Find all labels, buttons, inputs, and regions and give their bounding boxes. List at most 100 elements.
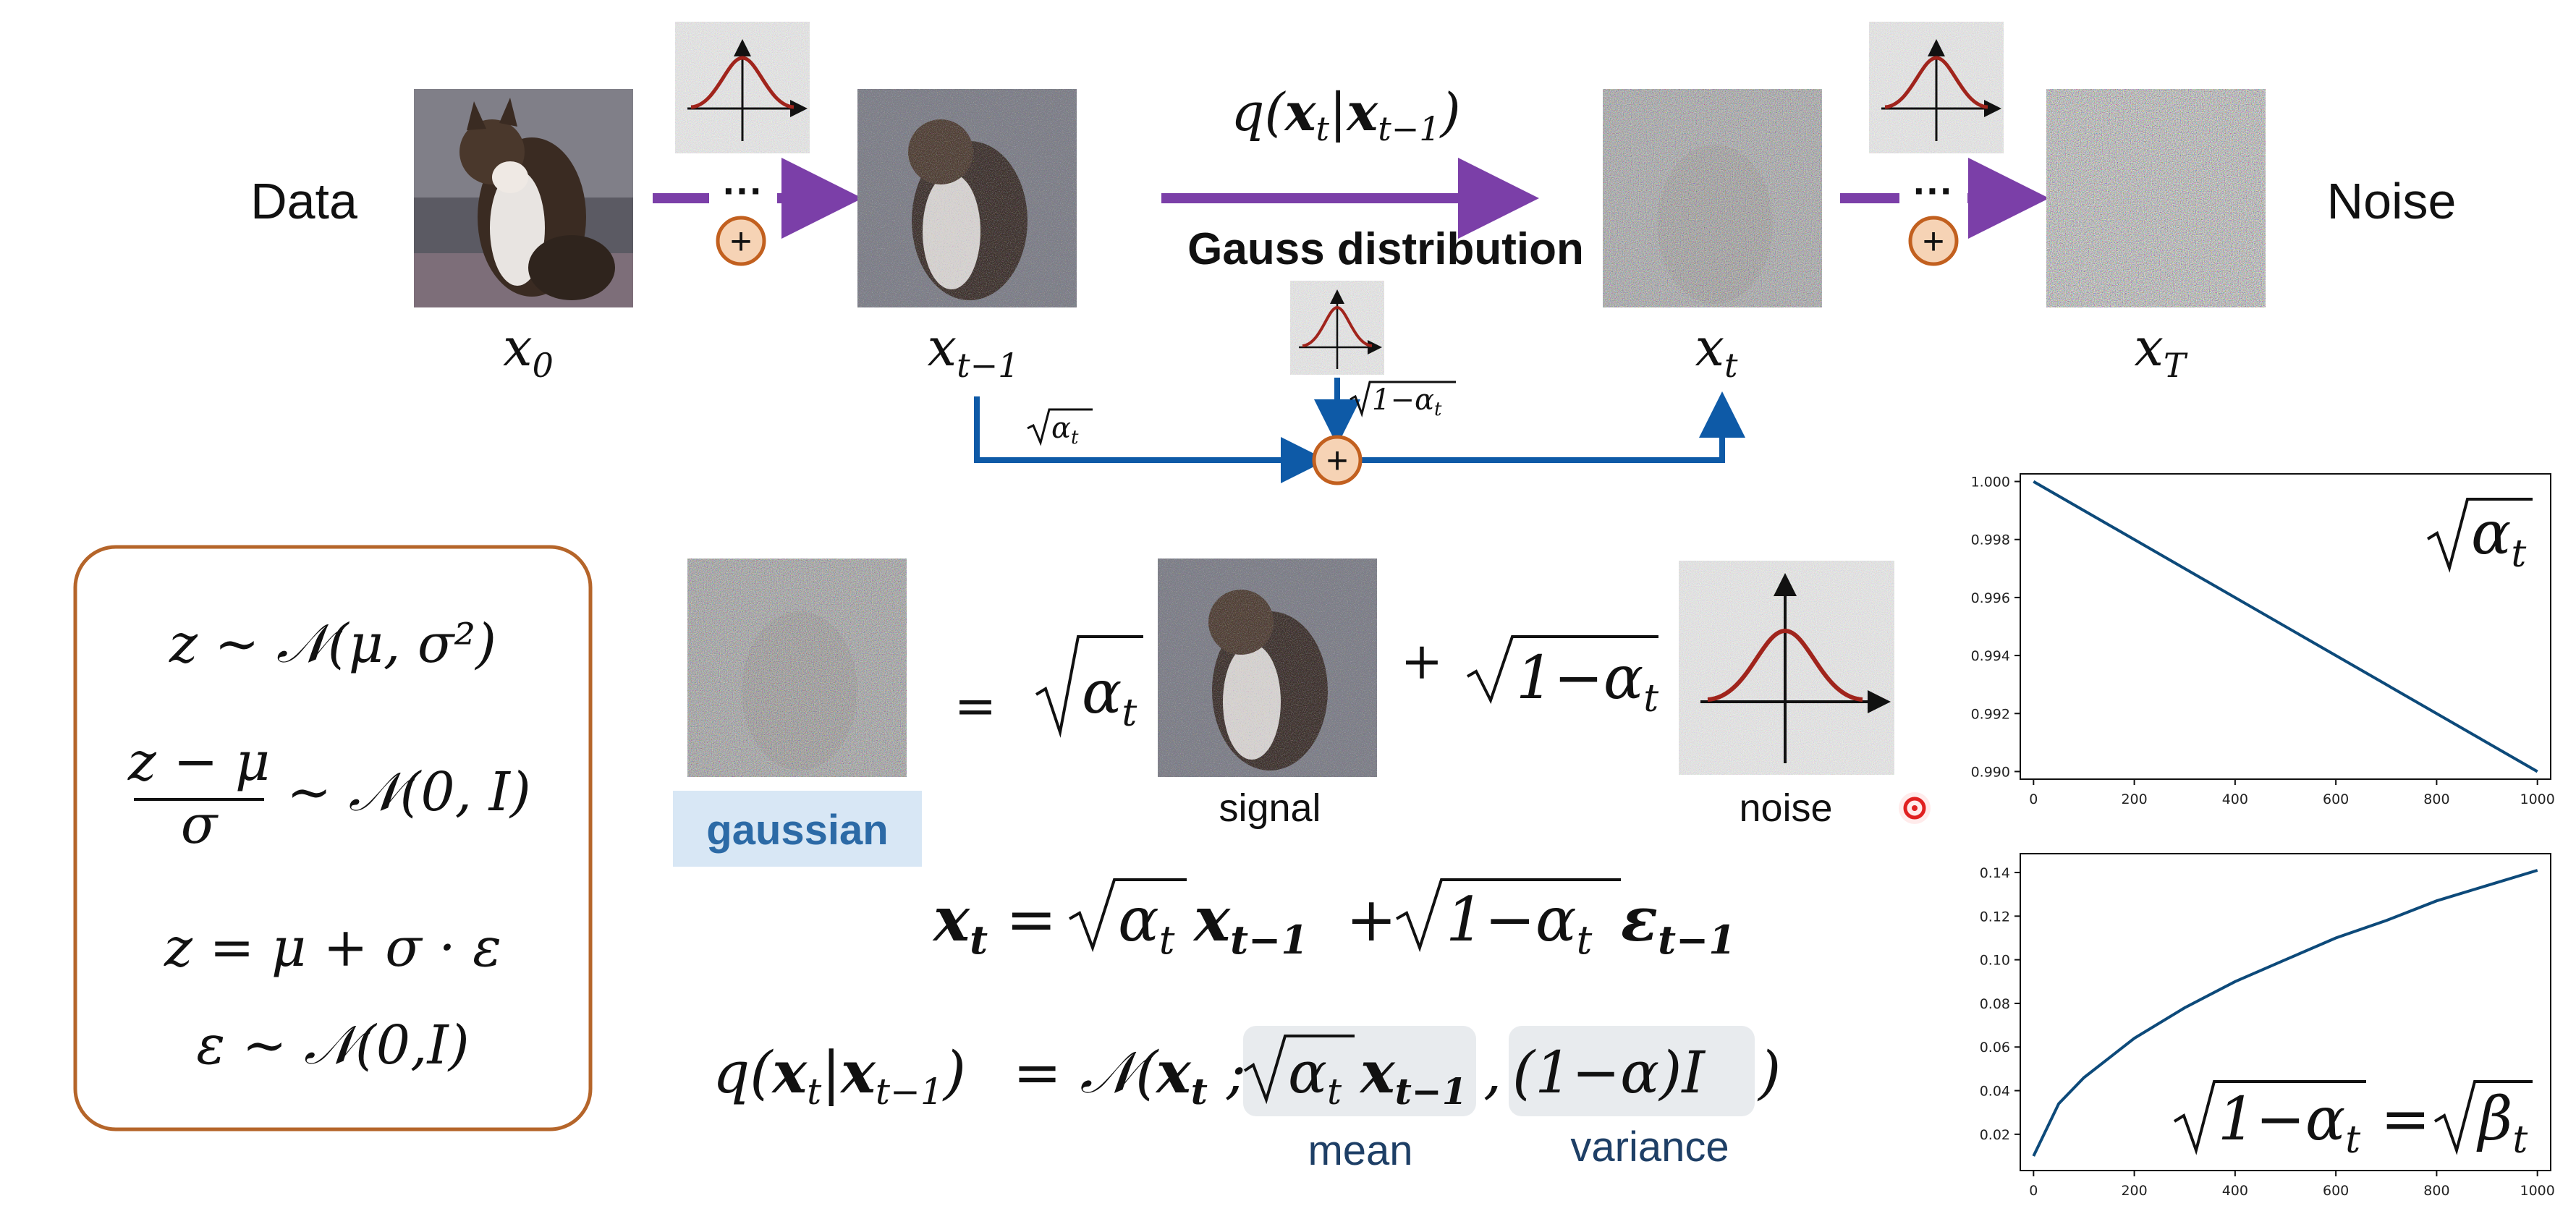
chart2-ytick-label: 0.08 xyxy=(1980,996,2010,1012)
chart2-xtick-label: 800 xyxy=(2423,1183,2449,1199)
chart1-frame xyxy=(2020,473,2551,780)
svg-text:1−αt: 1−αt xyxy=(2218,1085,2360,1162)
plus-circle-1 xyxy=(716,216,766,266)
gaussian-label: gaussian xyxy=(706,807,888,854)
formula-forward-step: xt = αt xt−1 + 1−αt εt−1 xyxy=(932,878,1736,963)
svg-text:= 𝒩(: = 𝒩( xyxy=(1013,1039,1159,1106)
chart2-ytick-label: 0.14 xyxy=(1980,865,2010,881)
chart1-ytick-label: 0.992 xyxy=(1971,706,2010,722)
svg-text:=: = xyxy=(1006,884,1056,955)
svg-text:αt: αt xyxy=(1051,412,1079,449)
label-x0: x0 xyxy=(503,317,554,385)
noise-image xyxy=(1679,561,1894,775)
mean-highlight xyxy=(1243,1026,1476,1116)
chart2-frame xyxy=(2020,853,2551,1171)
sqrt-one-minus-alpha-small: 1−αt xyxy=(1350,381,1456,420)
svg-text:αt: αt xyxy=(2471,499,2526,576)
noise-thumb-1 xyxy=(675,22,810,153)
chart2-xtick-label: 600 xyxy=(2323,1183,2349,1199)
svg-text:=: = xyxy=(2381,1085,2431,1154)
svg-text:xt: xt xyxy=(1155,1038,1208,1113)
chart2-xtick-label: 1000 xyxy=(2520,1183,2554,1199)
gaussian-label-bg xyxy=(673,791,922,867)
signal-label: signal xyxy=(1219,786,1321,830)
chart2-xtick-label: 200 xyxy=(2121,1183,2147,1199)
noise-thumb-center xyxy=(1290,281,1384,375)
sqrt-alpha-small: αt xyxy=(1027,408,1093,449)
chart2-ytick-label: 0.10 xyxy=(1980,953,2010,969)
svg-text:+: + xyxy=(730,221,752,263)
chart1-xtick-label: 200 xyxy=(2121,791,2147,807)
chart1-annotation: αt xyxy=(2426,498,2533,576)
chart1-xtick-label: 600 xyxy=(2323,791,2349,807)
pure-noise-x-T xyxy=(2046,89,2266,307)
svg-text:1−αt: 1−αt xyxy=(1516,644,1658,721)
chart2-xtick-label: 400 xyxy=(2222,1183,2248,1199)
noise-label-middle: noise xyxy=(1739,786,1832,830)
svg-text:βt: βt xyxy=(2476,1085,2528,1162)
box-line-2-numerator: z − μ xyxy=(127,731,270,793)
cursor-indicator xyxy=(1899,792,1931,824)
chart1-ytick-label: 0.996 xyxy=(1971,590,2010,606)
box-line-4: ε ~ 𝒩(0,I) xyxy=(196,1014,469,1077)
q-transition-label: q(xt|xt−1) xyxy=(1231,81,1460,148)
signal-image xyxy=(1158,559,1377,777)
noisy-cat-x-t xyxy=(1603,89,1822,307)
label-x-T: xT xyxy=(2134,317,2188,385)
svg-text:εt−1: εt−1 xyxy=(1621,883,1736,963)
svg-text:,: , xyxy=(1483,1039,1501,1106)
box-line-2-rhs: ~ 𝒩(0, I) xyxy=(287,761,531,823)
variance-highlight xyxy=(1509,1026,1755,1116)
sqrt-one-minus-alpha-large: 1−αt xyxy=(1466,635,1658,721)
svg-text:αt: αt xyxy=(1118,884,1175,963)
chart-sqrt-beta: 0 200 400 600 800 1000 0.14 0.12 0.10 0.08 0.06 0.0… xyxy=(1980,853,2555,1199)
label-x-t-minus-1: xt−1 xyxy=(928,317,1020,385)
svg-text:+: + xyxy=(1346,884,1397,955)
cat-image-x0 xyxy=(414,89,633,307)
chart2-xtick-label: 0 xyxy=(2029,1183,2038,1199)
formula-q-transition: q(xt|xt−1) = 𝒩( xt ; αt xt−1 , (1−α)I ) xyxy=(713,1035,1781,1113)
svg-text:xt−1: xt−1 xyxy=(1192,883,1308,963)
chart2-annotation: 1−αt = βt xyxy=(2173,1080,2533,1162)
chart2-series-line xyxy=(2032,869,2538,1157)
chart1-xtick-label: 400 xyxy=(2222,791,2248,807)
combine-arrows: + xyxy=(974,378,1745,485)
variance-label: variance xyxy=(1570,1124,1729,1171)
data-label: Data xyxy=(250,173,357,229)
plus-sign: + xyxy=(1401,632,1444,691)
svg-text:q(xt|xt−1): q(xt|xt−1) xyxy=(713,1038,966,1113)
svg-text:xt−1: xt−1 xyxy=(1359,1038,1467,1113)
box-line-2-denominator: σ xyxy=(181,794,219,856)
chart1-ytick-label: 0.994 xyxy=(1971,648,2010,664)
ellipsis-2: ··· xyxy=(1913,168,1954,213)
svg-text:;: ; xyxy=(1226,1039,1246,1106)
chart1-xtick-label: 800 xyxy=(2423,791,2449,807)
equals-sign: = xyxy=(954,676,997,736)
noise-label: Noise xyxy=(2327,173,2457,229)
chart2-ytick-label: 0.12 xyxy=(1980,909,2010,925)
box-line-1: z ~ 𝒩(μ, σ²) xyxy=(169,613,496,675)
svg-text:(1−α)I: (1−α)I xyxy=(1512,1039,1706,1106)
svg-text:+: + xyxy=(1923,221,1944,263)
label-x-t: xt xyxy=(1695,317,1738,385)
svg-text:αt: αt xyxy=(1082,658,1137,735)
gauss-distribution-label: Gauss distribution xyxy=(1187,224,1584,274)
svg-text:+: + xyxy=(1326,440,1348,482)
svg-text:1−αt: 1−αt xyxy=(1372,383,1442,420)
noise-thumb-2 xyxy=(1869,22,2004,153)
svg-text:xt: xt xyxy=(932,883,988,963)
svg-text:αt: αt xyxy=(1288,1039,1342,1113)
chart1-ytick-label: 0.998 xyxy=(1971,532,2010,548)
svg-text:1−αt: 1−αt xyxy=(1446,884,1593,963)
noisy-cat-x-t-minus-1 xyxy=(857,89,1077,307)
box-line-3: z = μ + σ · ε xyxy=(164,917,501,979)
chart2-ytick-label: 0.04 xyxy=(1980,1084,2010,1100)
svg-text:): ) xyxy=(1757,1039,1781,1106)
chart1-xtick-label: 1000 xyxy=(2520,791,2554,807)
mean-label: mean xyxy=(1308,1127,1412,1174)
sqrt-alpha-large: αt xyxy=(1035,635,1143,738)
plus-circle-2 xyxy=(1908,216,1959,266)
chart1-series-line xyxy=(2033,480,2538,773)
chart1-ytick-label: 0.990 xyxy=(1971,764,2010,780)
